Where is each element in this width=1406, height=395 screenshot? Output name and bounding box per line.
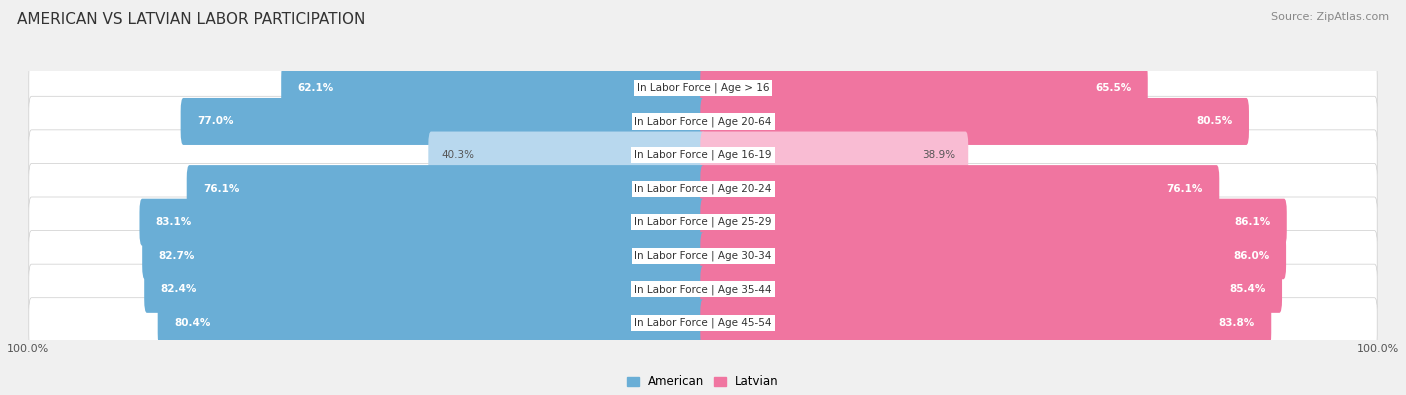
FancyBboxPatch shape: [700, 199, 1286, 246]
FancyBboxPatch shape: [28, 298, 1378, 348]
Text: 77.0%: 77.0%: [197, 117, 233, 126]
FancyBboxPatch shape: [180, 98, 706, 145]
FancyBboxPatch shape: [700, 132, 969, 179]
Text: 82.4%: 82.4%: [160, 284, 197, 294]
FancyBboxPatch shape: [281, 64, 706, 111]
Text: 86.0%: 86.0%: [1233, 251, 1270, 261]
FancyBboxPatch shape: [28, 96, 1378, 147]
FancyBboxPatch shape: [145, 266, 706, 313]
Text: 65.5%: 65.5%: [1095, 83, 1132, 93]
Text: 80.4%: 80.4%: [174, 318, 211, 328]
FancyBboxPatch shape: [28, 164, 1378, 214]
Text: 62.1%: 62.1%: [298, 83, 333, 93]
FancyBboxPatch shape: [28, 197, 1378, 247]
FancyBboxPatch shape: [700, 266, 1282, 313]
FancyBboxPatch shape: [187, 165, 706, 212]
Text: 83.1%: 83.1%: [156, 217, 193, 227]
Text: In Labor Force | Age 30-34: In Labor Force | Age 30-34: [634, 250, 772, 261]
FancyBboxPatch shape: [700, 98, 1249, 145]
Text: 76.1%: 76.1%: [202, 184, 239, 194]
Text: In Labor Force | Age 45-54: In Labor Force | Age 45-54: [634, 318, 772, 328]
Text: In Labor Force | Age 20-24: In Labor Force | Age 20-24: [634, 183, 772, 194]
FancyBboxPatch shape: [28, 63, 1378, 113]
Text: 83.8%: 83.8%: [1219, 318, 1256, 328]
FancyBboxPatch shape: [142, 232, 706, 279]
Text: In Labor Force | Age > 16: In Labor Force | Age > 16: [637, 83, 769, 93]
Text: 38.9%: 38.9%: [922, 150, 956, 160]
Text: 85.4%: 85.4%: [1229, 284, 1265, 294]
FancyBboxPatch shape: [28, 130, 1378, 180]
Text: AMERICAN VS LATVIAN LABOR PARTICIPATION: AMERICAN VS LATVIAN LABOR PARTICIPATION: [17, 12, 366, 27]
FancyBboxPatch shape: [429, 132, 706, 179]
FancyBboxPatch shape: [28, 231, 1378, 281]
Text: In Labor Force | Age 20-64: In Labor Force | Age 20-64: [634, 116, 772, 127]
Legend: American, Latvian: American, Latvian: [623, 371, 783, 393]
Text: 86.1%: 86.1%: [1234, 217, 1271, 227]
Text: 76.1%: 76.1%: [1167, 184, 1204, 194]
Text: 40.3%: 40.3%: [441, 150, 474, 160]
FancyBboxPatch shape: [139, 199, 706, 246]
Text: 82.7%: 82.7%: [159, 251, 195, 261]
FancyBboxPatch shape: [700, 64, 1147, 111]
FancyBboxPatch shape: [700, 299, 1271, 346]
Text: In Labor Force | Age 35-44: In Labor Force | Age 35-44: [634, 284, 772, 295]
Text: 80.5%: 80.5%: [1197, 117, 1233, 126]
Text: In Labor Force | Age 16-19: In Labor Force | Age 16-19: [634, 150, 772, 160]
FancyBboxPatch shape: [28, 264, 1378, 314]
Text: Source: ZipAtlas.com: Source: ZipAtlas.com: [1271, 12, 1389, 22]
Text: In Labor Force | Age 25-29: In Labor Force | Age 25-29: [634, 217, 772, 228]
FancyBboxPatch shape: [700, 165, 1219, 212]
FancyBboxPatch shape: [700, 232, 1286, 279]
FancyBboxPatch shape: [157, 299, 706, 346]
